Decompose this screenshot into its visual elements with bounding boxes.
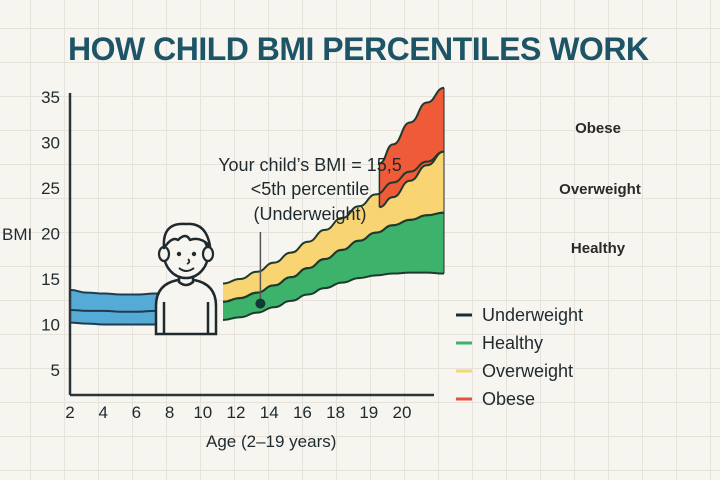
x-tick-label: 16 — [293, 403, 312, 422]
y-tick-label: 25 — [41, 179, 60, 198]
obese-band — [379, 87, 444, 208]
obese-upper-line — [379, 86, 445, 165]
legend-item-label: Overweight — [482, 361, 573, 381]
band-label-healthy: Healthy — [571, 240, 626, 257]
legend-item-label: Underweight — [482, 305, 583, 325]
healthy-lower-line — [222, 271, 445, 321]
child-bmi-annotation: Your child’s BMI = 15,5 <5th percentile (U… — [218, 155, 402, 309]
y-tick-label: 15 — [41, 270, 60, 289]
underweight-band — [70, 289, 164, 325]
legend-item-label: Obese — [482, 389, 535, 409]
band-labels: Obese Overweight Healthy — [559, 120, 641, 257]
annotation-line: (Underweight) — [253, 204, 366, 224]
x-tick-label: 12 — [227, 403, 246, 422]
x-tick-label: 20 — [393, 403, 412, 422]
x-tick-label: 6 — [132, 403, 141, 422]
x-ticks: 2 4 6 8 10 12 14 16 18 19 20 — [65, 403, 411, 422]
band-label-obese: Obese — [575, 120, 621, 137]
legend-item-label: Healthy — [482, 333, 543, 353]
x-tick-label: 4 — [98, 403, 107, 422]
y-tick-label: 20 — [41, 225, 60, 244]
obese-lower-line — [379, 150, 445, 209]
underweight-band-group — [69, 288, 164, 326]
x-tick-label: 14 — [260, 403, 279, 422]
chart-title: HOW CHILD BMI PERCENTILES WORK — [68, 31, 649, 67]
overweight-upper-line — [222, 150, 445, 285]
y-tick-label: 10 — [41, 316, 60, 335]
annotation-line: Your child’s BMI = 15,5 — [218, 155, 402, 175]
healthy-band — [223, 212, 444, 320]
child-illustration-icon — [154, 222, 218, 336]
y-ticks: 5 10 15 20 25 30 35 — [41, 88, 60, 380]
legend: Underweight Healthy Overweight Obese — [456, 305, 583, 409]
x-tick-label: 2 — [65, 403, 74, 422]
overweight-lower-line — [222, 211, 445, 303]
annotation-line: <5th percentile — [251, 179, 370, 199]
underweight-upper-line — [69, 288, 164, 296]
band-label-overweight: Overweight — [559, 181, 641, 198]
y-tick-label: 5 — [51, 361, 60, 380]
y-tick-label: 35 — [41, 88, 60, 107]
percentile-bands — [222, 86, 445, 321]
x-tick-label: 19 — [359, 403, 378, 422]
y-tick-label: 30 — [41, 134, 60, 153]
x-axis-label: Age (2–19 years) — [206, 432, 336, 451]
y-axis-label: BMI — [2, 225, 32, 244]
x-tick-label: 8 — [165, 403, 174, 422]
x-tick-label: 10 — [193, 403, 212, 422]
child-bmi-point — [255, 298, 266, 309]
x-tick-label: 18 — [326, 403, 345, 422]
